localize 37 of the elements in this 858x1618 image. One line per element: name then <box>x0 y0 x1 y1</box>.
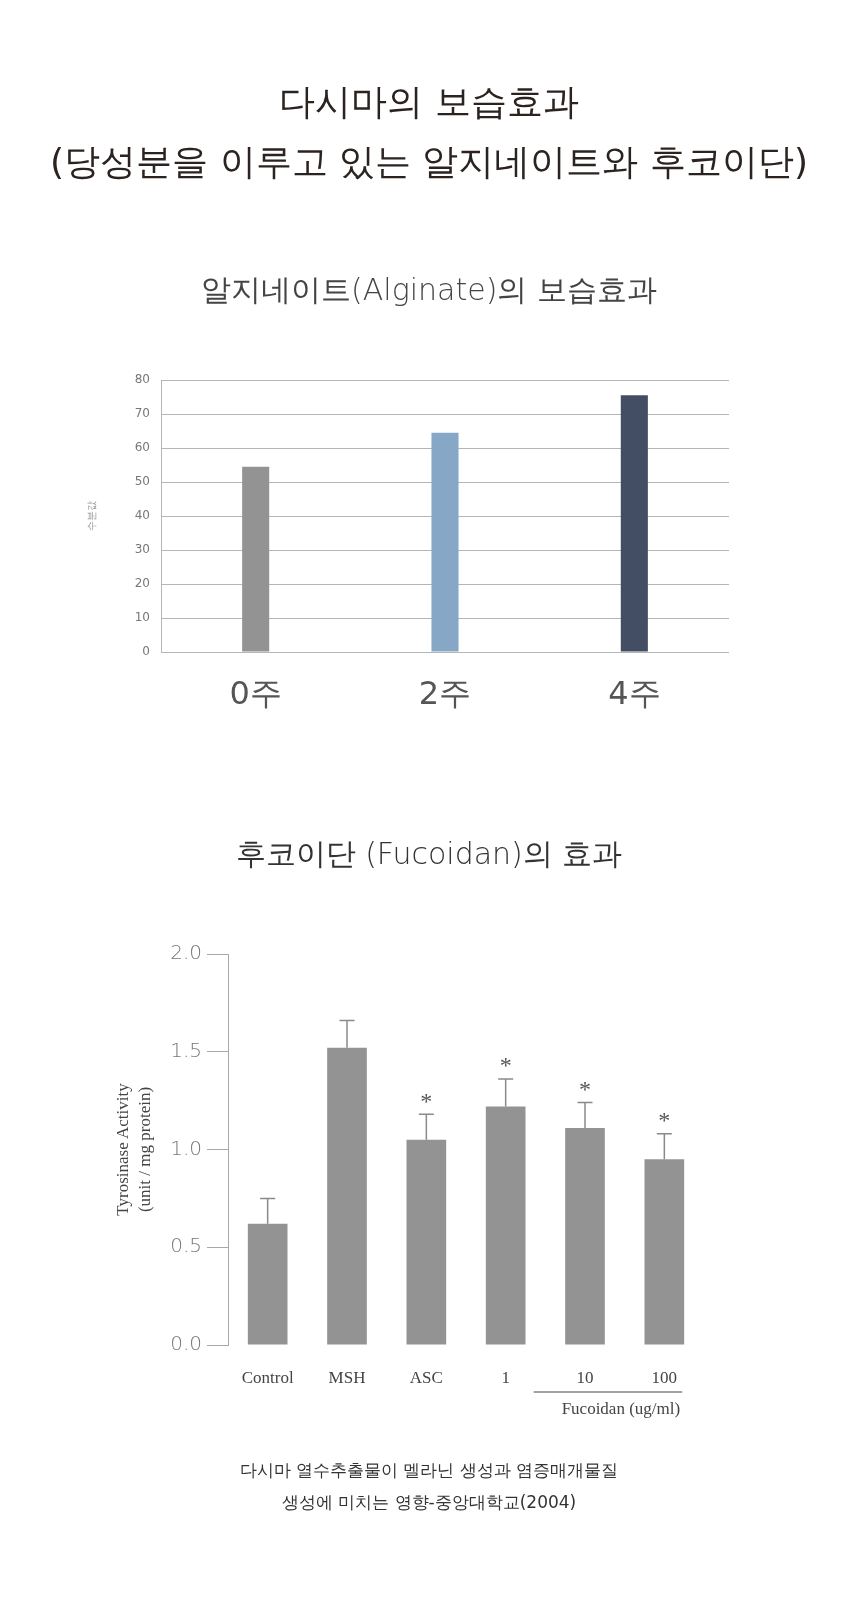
bar <box>431 432 459 652</box>
y-tick-label: 0.0 <box>170 1331 202 1356</box>
y-tick-label: 30 <box>134 542 150 557</box>
chart-title: 다시마의 보습효과 (당성분을 이루고 있는 알지네이트와 후코이단) <box>49 80 809 184</box>
y-tick-label: 2.0 <box>170 940 202 965</box>
x-tick-label: MSH <box>328 1367 366 1387</box>
y-tick-label: 0 <box>142 644 150 659</box>
y-tick-label: 1.5 <box>170 1037 202 1062</box>
x-tick-label: 100 <box>651 1367 678 1387</box>
bar <box>620 395 648 652</box>
y-tick-label: 0.5 <box>170 1233 202 1258</box>
y-tick-label: 20 <box>134 576 150 591</box>
x-tick-label: Control <box>241 1367 294 1387</box>
x-axis-title: Fucoidan (ug/ml) <box>561 1399 681 1419</box>
y-tick-label: 40 <box>134 508 150 523</box>
annotation: * <box>420 1087 433 1114</box>
y-axis-title: Tyrosinase Activity (unit / mg protein) <box>112 1082 154 1216</box>
y-tick-label: 50 <box>134 474 150 489</box>
x-tick-label: 0주 <box>229 673 282 712</box>
y-tick-label: 10 <box>134 610 150 625</box>
y-axis-title: 수분값 <box>85 501 97 531</box>
y-tick-label: 80 <box>134 372 150 387</box>
x-tick-label: 4주 <box>608 673 661 712</box>
annotation: * <box>579 1075 591 1102</box>
annotation: * <box>658 1107 671 1134</box>
annotation: * <box>499 1052 512 1079</box>
y-tick-label: 60 <box>134 440 150 455</box>
x-tick-label: 1 <box>501 1367 510 1387</box>
y-tick-label: 1.0 <box>170 1135 202 1160</box>
x-tick-label: 2주 <box>418 673 472 712</box>
x-tick-label: ASC <box>409 1367 443 1387</box>
x-tick-label: 10 <box>576 1367 594 1387</box>
y-tick-label: 70 <box>134 406 150 421</box>
chart-title: 후코이단 (Fucoidan)의 효과 <box>234 835 624 873</box>
bar <box>242 466 270 652</box>
text: 다시마 열수추출물이 멜라닌 생성과 염증매개물질 생성에 미치는 영향-중앙대학교(2004) <box>238 1459 620 1514</box>
chart-subtitle: 알지네이트(Alginate)의 보습효과 <box>200 271 658 309</box>
